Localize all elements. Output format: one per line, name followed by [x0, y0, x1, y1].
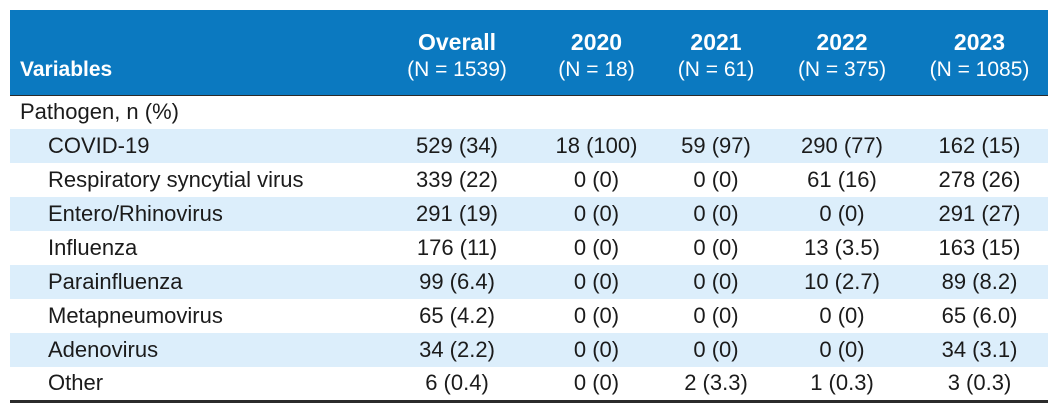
table-row: Adenovirus 34 (2.2) 0 (0) 0 (0) 0 (0) 34… — [10, 333, 1048, 367]
cell-value: 0 (0) — [819, 201, 865, 226]
header-2023: 2023 (N = 1085) — [929, 28, 1030, 81]
section-row: Pathogen, n (%) — [10, 95, 1048, 129]
cell-value: 89 (8.2) — [941, 269, 1018, 294]
table-row: Influenza 176 (11) 0 (0) 0 (0) 13 (3.5) … — [10, 231, 1048, 265]
header-overall: Overall (N = 1539) — [407, 28, 507, 81]
cell-value: 339 (22) — [416, 167, 498, 192]
cell-value: 176 (11) — [416, 235, 498, 260]
row-label: Metapneumovirus — [48, 303, 223, 328]
cell-value: 162 (15) — [938, 133, 1021, 158]
cell-value: 0 (0) — [693, 201, 739, 226]
cell-value: 65 (4.2) — [419, 303, 495, 328]
header-2021: 2021 (N = 61) — [677, 28, 755, 81]
cell-value: 1 (0.3) — [810, 370, 874, 396]
table-header: Variables Overall (N = 1539) 2020 (N = 18)… — [10, 10, 1048, 95]
cell-value: 18 (100) — [555, 133, 638, 158]
header-2020: 2020 (N = 18) — [558, 28, 635, 81]
cell-value: 291 (19) — [416, 201, 498, 226]
cell-value: 0 (0) — [573, 201, 620, 226]
cell-value: 2 (3.3) — [684, 370, 748, 396]
cell-value: 0 (0) — [573, 235, 620, 260]
row-label: COVID-19 — [48, 133, 150, 158]
cell-value: 10 (2.7) — [804, 269, 880, 294]
pathogen-table: Variables Overall (N = 1539) 2020 (N = 18)… — [10, 10, 1048, 403]
cell-value: 163 (15) — [938, 235, 1021, 260]
table-row: COVID-19 529 (34) 18 (100) 59 (97) 290 (… — [10, 129, 1048, 163]
cell-value: 61 (16) — [807, 167, 877, 192]
cell-value: 34 (2.2) — [419, 337, 495, 362]
cell-value: 0 (0) — [573, 269, 620, 294]
row-label: Respiratory syncytial virus — [48, 167, 304, 192]
cell-value: 59 (97) — [681, 133, 751, 158]
cell-value: 34 (3.1) — [941, 337, 1018, 362]
header-2022: 2022 (N = 375) — [797, 28, 887, 81]
cell-value: 0 (0) — [573, 337, 620, 362]
header-row: Variables Overall (N = 1539) 2020 (N = 18)… — [10, 10, 1048, 95]
cell-value: 0 (0) — [693, 235, 739, 260]
table-body: Pathogen, n (%) COVID-19 529 (34) 18 (10… — [10, 95, 1048, 401]
cell-value: 65 (6.0) — [941, 303, 1018, 328]
table-row: Respiratory syncytial virus 339 (22) 0 (… — [10, 163, 1048, 197]
table-row: Entero/Rhinovirus 291 (19) 0 (0) 0 (0) 0… — [10, 197, 1048, 231]
table-row: Metapneumovirus 65 (4.2) 0 (0) 0 (0) 0 (… — [10, 299, 1048, 333]
cell-value: 0 (0) — [693, 167, 739, 192]
cell-value: 291 (27) — [938, 201, 1021, 226]
cell-value: 290 (77) — [801, 133, 883, 158]
cell-value: 529 (34) — [416, 133, 498, 158]
cell-value: 0 (0) — [693, 337, 739, 362]
cell-value: 3 (0.3) — [947, 370, 1012, 396]
row-label: Entero/Rhinovirus — [48, 201, 223, 226]
cell-value: 0 (0) — [573, 370, 620, 396]
table-row: Other 6 (0.4) 0 (0) 2 (3.3) 1 (0.3) 3 (0… — [10, 367, 1048, 401]
row-label: Influenza — [48, 235, 138, 260]
cell-value: 0 (0) — [693, 269, 739, 294]
cell-value: 13 (3.5) — [804, 235, 880, 260]
row-label: Other — [48, 370, 104, 396]
row-label: Adenovirus — [48, 337, 159, 362]
table-row: Parainfluenza 99 (6.4) 0 (0) 0 (0) 10 (2… — [10, 265, 1048, 299]
cell-value: 0 (0) — [573, 167, 620, 192]
header-variables: Variables — [20, 57, 113, 81]
cell-value: 6 (0.4) — [425, 370, 489, 396]
cell-value: 0 (0) — [693, 303, 739, 328]
section-label: Pathogen, n (%) — [20, 99, 179, 125]
cell-value: 0 (0) — [573, 303, 620, 328]
cell-value: 0 (0) — [819, 337, 865, 362]
cell-value: 0 (0) — [819, 303, 865, 328]
row-label: Parainfluenza — [48, 269, 183, 294]
cell-value: 278 (26) — [938, 167, 1021, 192]
cell-value: 99 (6.4) — [419, 269, 495, 294]
